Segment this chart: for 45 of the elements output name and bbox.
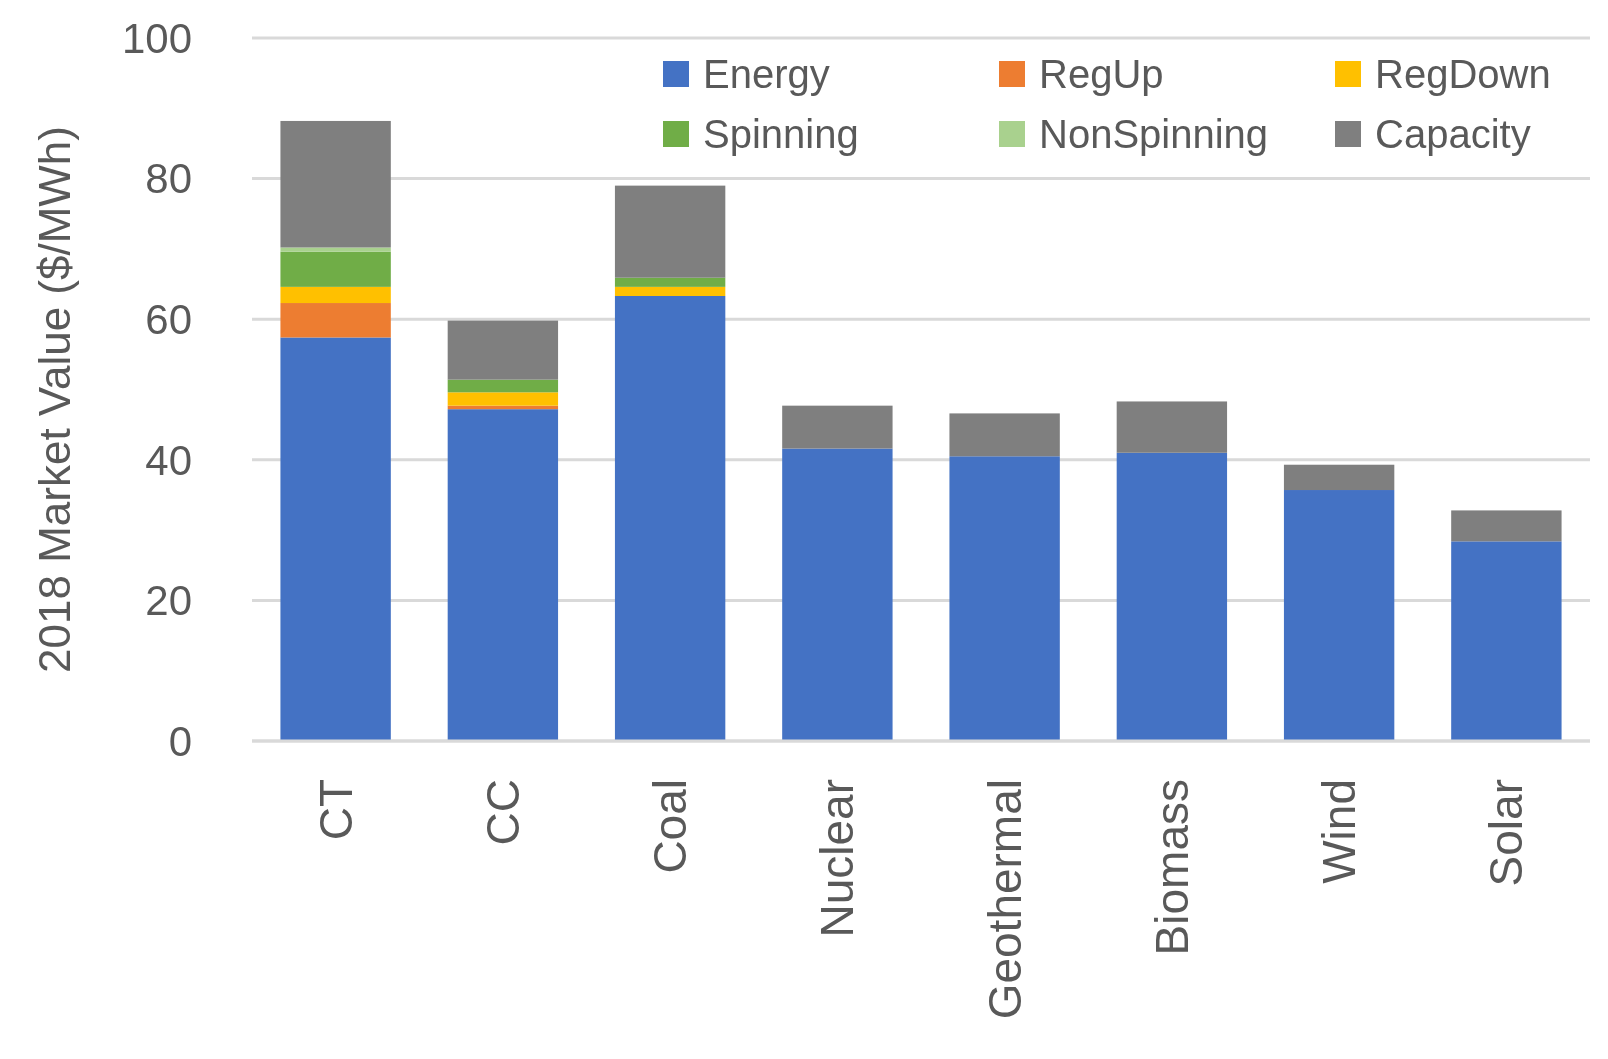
x-tick-label: CC <box>476 779 529 846</box>
y-tick-label: 80 <box>145 155 192 203</box>
x-tick-label: Biomass <box>1145 779 1198 956</box>
bar <box>614 185 726 278</box>
bar <box>1116 401 1228 453</box>
bar <box>280 286 391 304</box>
bar <box>1116 452 1228 741</box>
y-tick-label: 20 <box>145 577 192 625</box>
bar <box>447 320 559 380</box>
legend-label: Energy <box>703 52 830 96</box>
y-tick-label: 60 <box>145 295 192 343</box>
bar <box>614 286 726 296</box>
legend-label: Capacity <box>1375 112 1531 156</box>
bar <box>447 392 559 406</box>
y-tick-label: 40 <box>145 436 192 484</box>
x-tick-label: Wind <box>1313 779 1366 884</box>
bar <box>1283 464 1395 491</box>
bar <box>1451 510 1562 542</box>
bar <box>1283 490 1395 741</box>
bar <box>949 456 1060 741</box>
y-axis-title: 2018 Market Value ($/MWh) <box>30 126 79 673</box>
bar <box>280 337 391 741</box>
bar <box>614 296 726 741</box>
y-tick-label: 0 <box>168 717 192 765</box>
bar <box>280 120 391 248</box>
x-tick-label: CT <box>309 779 362 841</box>
x-tick-label: Nuclear <box>811 779 864 938</box>
bar <box>949 413 1060 457</box>
legend-label: RegUp <box>1039 52 1164 96</box>
legend-label: Spinning <box>703 112 859 156</box>
bar <box>1451 541 1562 741</box>
x-tick-label: Solar <box>1480 779 1533 887</box>
bar <box>280 251 391 287</box>
bar <box>614 277 726 287</box>
x-tick-label: Geothermal <box>978 779 1031 1020</box>
y-tick-label: 100 <box>121 14 192 62</box>
bar <box>447 409 559 741</box>
bar <box>782 405 893 449</box>
x-tick-label: Coal <box>644 779 697 874</box>
bar <box>280 303 391 338</box>
bar <box>280 247 391 252</box>
legend-label: RegDown <box>1375 52 1551 96</box>
bar <box>447 379 559 393</box>
legend-label: NonSpinning <box>1039 112 1269 156</box>
bar <box>782 448 893 741</box>
